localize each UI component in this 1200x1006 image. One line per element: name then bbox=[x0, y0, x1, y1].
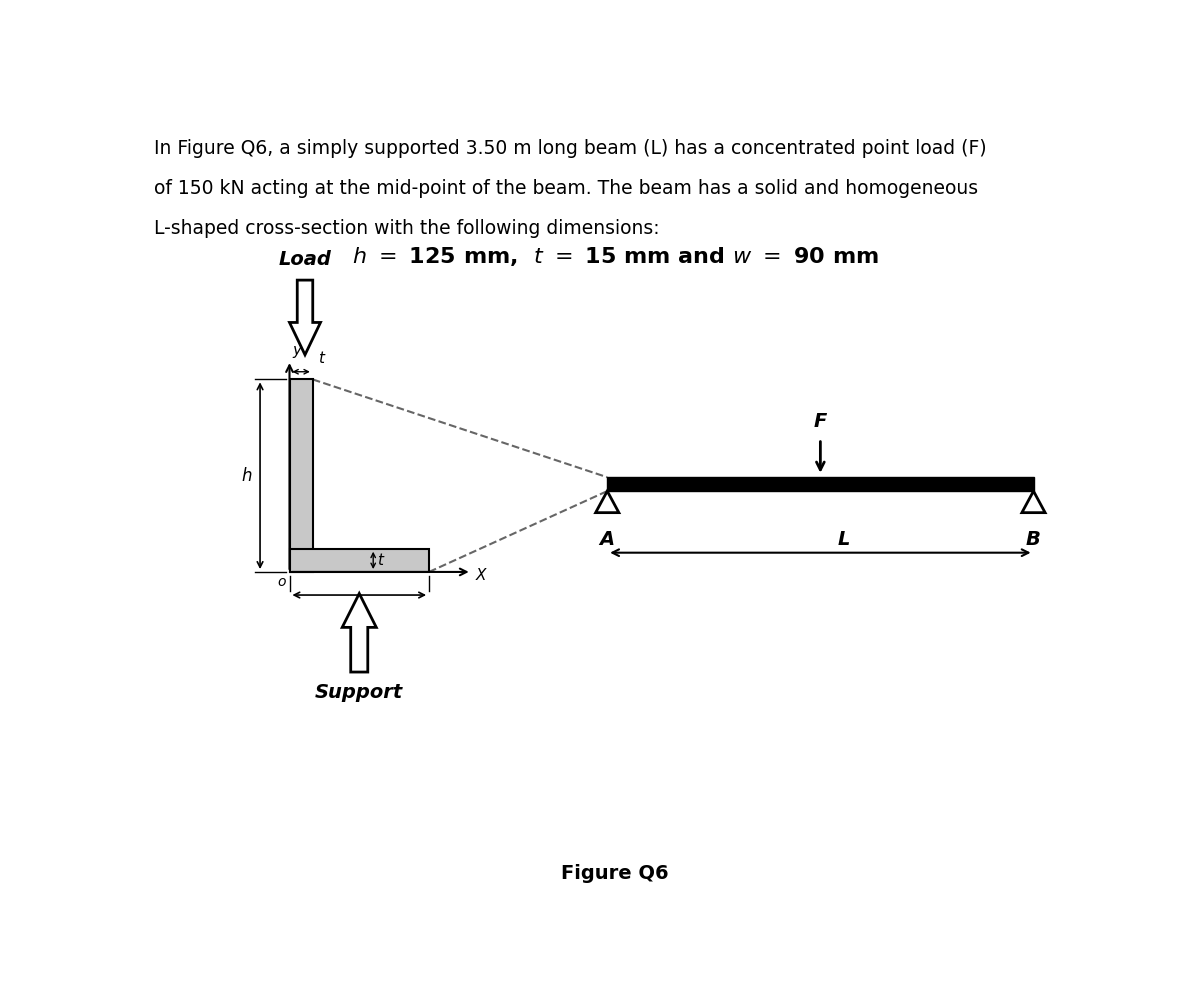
Text: A: A bbox=[600, 529, 614, 548]
Polygon shape bbox=[1022, 491, 1045, 513]
Text: o: o bbox=[277, 575, 286, 589]
Polygon shape bbox=[342, 594, 377, 672]
Polygon shape bbox=[595, 491, 619, 513]
Polygon shape bbox=[289, 280, 320, 355]
Text: L-shaped cross-section with the following dimensions:: L-shaped cross-section with the followin… bbox=[154, 219, 660, 238]
Text: y: y bbox=[293, 343, 301, 358]
Text: of 150 kN acting at the mid-point of the beam. The beam has a solid and homogene: of 150 kN acting at the mid-point of the… bbox=[154, 179, 978, 198]
Text: L: L bbox=[838, 530, 850, 549]
Text: In Figure Q6, a simply supported 3.50 m long beam (​L​) has a concentrated point: In Figure Q6, a simply supported 3.50 m … bbox=[154, 139, 986, 158]
Polygon shape bbox=[289, 549, 430, 572]
Text: Support: Support bbox=[316, 683, 403, 702]
Text: $\mathbf{\mathit{h}}$ $=$ 125 mm,  $\mathbf{\mathit{t}}$ $=$ 15 mm and $\mathbf{: $\mathbf{\mathit{h}}$ $=$ 125 mm, $\math… bbox=[352, 244, 878, 268]
Text: B: B bbox=[1026, 529, 1040, 548]
Text: X: X bbox=[475, 568, 486, 583]
Text: t: t bbox=[318, 350, 324, 365]
Text: Load: Load bbox=[278, 250, 331, 270]
Text: h: h bbox=[242, 467, 252, 485]
Polygon shape bbox=[289, 379, 313, 572]
Text: Figure Q6: Figure Q6 bbox=[562, 864, 668, 883]
Text: w: w bbox=[353, 605, 366, 623]
Polygon shape bbox=[607, 477, 1033, 491]
Text: t: t bbox=[377, 553, 383, 568]
Text: F: F bbox=[814, 412, 827, 431]
